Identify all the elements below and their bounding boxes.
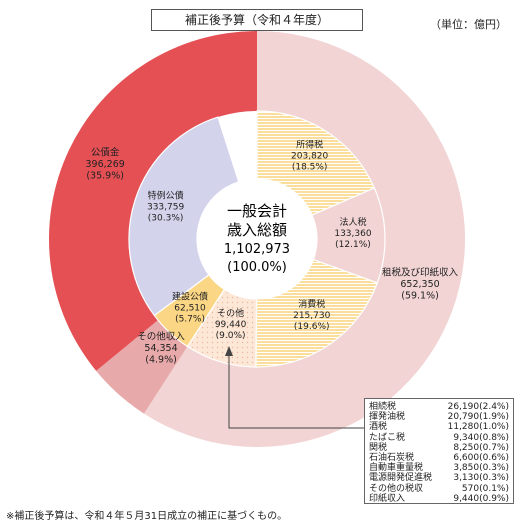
- inner-label-0-pct: (18.5%): [292, 163, 328, 173]
- breakdown-name: 揮発油税: [369, 412, 406, 423]
- breakdown-row: その他の税収 570(0.1%): [369, 484, 509, 494]
- outer-label-1-value: 54,354: [144, 343, 177, 354]
- breakdown-value: 6,600(0.6%): [453, 453, 509, 464]
- center-title-line1: 一般会計: [227, 202, 287, 220]
- inner-label-3-name: その他: [217, 307, 244, 319]
- inner-label-0-name: 所得税: [296, 139, 323, 151]
- inner-label-5-name: 特例公債: [148, 190, 184, 202]
- breakdown-row: 自動車重量税 3,850(0.3%): [369, 463, 509, 473]
- breakdown-value: 9,340(0.8%): [453, 432, 509, 443]
- breakdown-leader-arrow: [225, 346, 233, 356]
- breakdown-value: 20,790(1.9%): [447, 412, 509, 423]
- breakdown-value: 8,250(0.7%): [453, 442, 509, 453]
- breakdown-name: 印紙収入: [369, 493, 406, 504]
- other-tax-breakdown: 相続税 26,190(2.4%) 揮発油税 20,790(1.9%) 酒税 11,280(…: [364, 398, 514, 504]
- breakdown-row: 酒税 11,280(1.0%): [369, 422, 509, 432]
- unit-label: （単位：億円）: [430, 18, 507, 31]
- inner-label-1-pct: (12.1%): [335, 240, 371, 250]
- breakdown-value: 3,850(0.3%): [453, 463, 509, 474]
- breakdown-value: 570(0.1%): [461, 483, 509, 494]
- center-title-line2: 歳入総額: [227, 221, 287, 239]
- outer-label-1-name: その他収入: [137, 330, 185, 342]
- outer-label-1-pct: (4.9%): [145, 354, 177, 365]
- inner-label-2-pct: (19.6%): [294, 322, 330, 332]
- center-total-pct: (100.0%): [227, 260, 287, 275]
- breakdown-row: 関税 8,250(0.7%): [369, 443, 509, 453]
- breakdown-name: 酒税: [369, 422, 388, 433]
- breakdown-value: 3,130(0.3%): [453, 473, 509, 484]
- inner-label-3-value: 99,440: [215, 320, 247, 330]
- outer-label-2-pct: (35.9%): [86, 171, 124, 182]
- breakdown-leader-line: [228, 352, 364, 429]
- breakdown-value: 11,280(1.0%): [447, 422, 509, 433]
- inner-label-0-value: 203,820: [291, 152, 328, 162]
- breakdown-name: 自動車重量税: [369, 463, 424, 474]
- inner-label-2-value: 215,730: [293, 311, 330, 321]
- inner-label-4-value: 62,510: [174, 304, 206, 314]
- outer-label-2-name: 公債金: [91, 147, 120, 159]
- inner-label-5-value: 333,759: [147, 203, 184, 213]
- chart-title: 補正後予算（令和４年度）: [151, 9, 363, 31]
- inner-label-5-pct: (30.3%): [148, 214, 184, 224]
- outer-slice-2: [48, 30, 257, 371]
- inner-label-4-pct: (5.7%): [175, 315, 205, 325]
- outer-slice-1: [96, 320, 188, 414]
- breakdown-name: たばこ税: [369, 432, 406, 443]
- breakdown-row: 揮発油税 20,790(1.9%): [369, 412, 509, 422]
- breakdown-name: その他の税収: [369, 483, 424, 494]
- breakdown-name: 相続税: [369, 402, 397, 412]
- center-total-value: 1,102,973: [224, 242, 290, 257]
- breakdown-value: 26,190(2.4%): [447, 402, 509, 412]
- inner-label-1-name: 法人税: [339, 216, 366, 228]
- outer-slice-0: [143, 31, 465, 447]
- inner-label-1-value: 133,360: [334, 229, 371, 239]
- breakdown-row: たばこ税 9,340(0.8%): [369, 433, 509, 443]
- inner-label-3-pct: (9.0%): [216, 331, 246, 341]
- breakdown-row: 印紙収入 9,440(0.9%): [369, 494, 509, 504]
- breakdown-name: 電源開発促進税: [369, 473, 433, 484]
- outer-label-2-value: 396,269: [86, 159, 125, 170]
- inner-label-4-name: 建設公債: [172, 291, 208, 303]
- breakdown-name: 関税: [369, 442, 388, 453]
- breakdown-value: 9,440(0.9%): [453, 493, 509, 504]
- footnote: ※補正後予算は、令和４年５月31日成立の補正に基づくもの。: [6, 511, 288, 522]
- outer-label-0-name: 租税及び印紙収入: [382, 267, 459, 279]
- inner-label-2-name: 消費税: [298, 298, 325, 310]
- breakdown-row: 電源開発促進税 3,130(0.3%): [369, 473, 509, 483]
- outer-label-0-value: 652,350: [400, 279, 439, 290]
- center-hole: [197, 179, 317, 299]
- outer-label-0-pct: (59.1%): [401, 291, 439, 302]
- breakdown-name: 石油石炭税: [369, 453, 415, 464]
- breakdown-row: 相続税 26,190(2.4%): [369, 402, 509, 412]
- breakdown-row: 石油石炭税 6,600(0.6%): [369, 453, 509, 463]
